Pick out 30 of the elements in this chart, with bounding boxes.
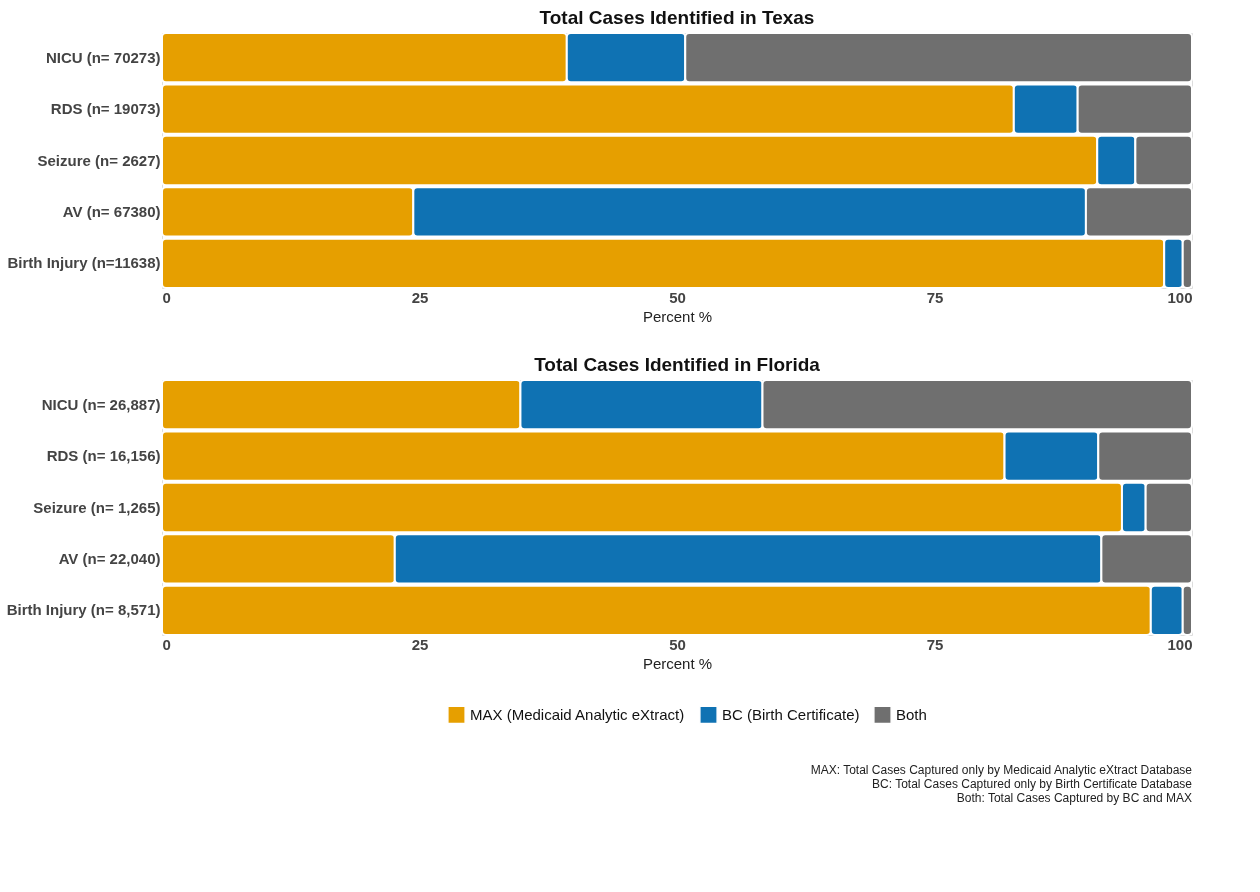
x-axis-title: Percent % (642, 307, 713, 325)
x-tick-label: 50 (669, 288, 686, 306)
legend-label: Both (896, 705, 927, 723)
y-tick-label: NICU (n= 26,887) (41, 395, 161, 413)
text: MAX: Total Cases Captured only by Medicaid Analytic eXtract Database (810, 763, 1193, 777)
x-axis-title: Percent % (642, 654, 713, 672)
x-tick-label: 25 (411, 635, 429, 653)
text: BC: Total Cases Captured only by Birth Certificate Database (872, 777, 1193, 791)
x-tick-label: 0 (162, 635, 171, 653)
chart-title: Total Cases Identified in Florida (534, 354, 821, 375)
x-tick-label: 75 (926, 288, 944, 306)
y-tick-label: AV (n= 67380) (62, 202, 161, 220)
y-tick-label: Seizure (n= 2627) (37, 151, 161, 169)
chart-title: Total Cases Identified in Texas (539, 7, 815, 28)
x-tick-label: 100 (1167, 635, 1193, 653)
x-tick-label: 50 (669, 635, 686, 653)
y-tick-label: AV (n= 22,040) (58, 549, 161, 567)
y-tick-label: RDS (n= 16,156) (46, 447, 161, 465)
y-tick-label: Birth Injury (n=11638) (7, 254, 161, 272)
y-tick-label: Seizure (n= 1,265) (33, 498, 161, 516)
y-tick-label: NICU (n= 70273) (45, 48, 161, 66)
x-tick-label: 75 (926, 635, 944, 653)
x-tick-label: 100 (1167, 288, 1193, 306)
text: Both: Total Cases Captured by BC and MAX (956, 791, 1192, 805)
y-tick-label: RDS (n= 19073) (50, 100, 161, 118)
x-tick-label: 0 (162, 288, 171, 306)
x-tick-label: 25 (411, 288, 429, 306)
y-tick-label: Birth Injury (n= 8,571) (6, 601, 161, 619)
legend-label: BC (Birth Certificate) (722, 705, 860, 723)
legend-label: MAX (Medicaid Analytic eXtract) (470, 705, 685, 723)
